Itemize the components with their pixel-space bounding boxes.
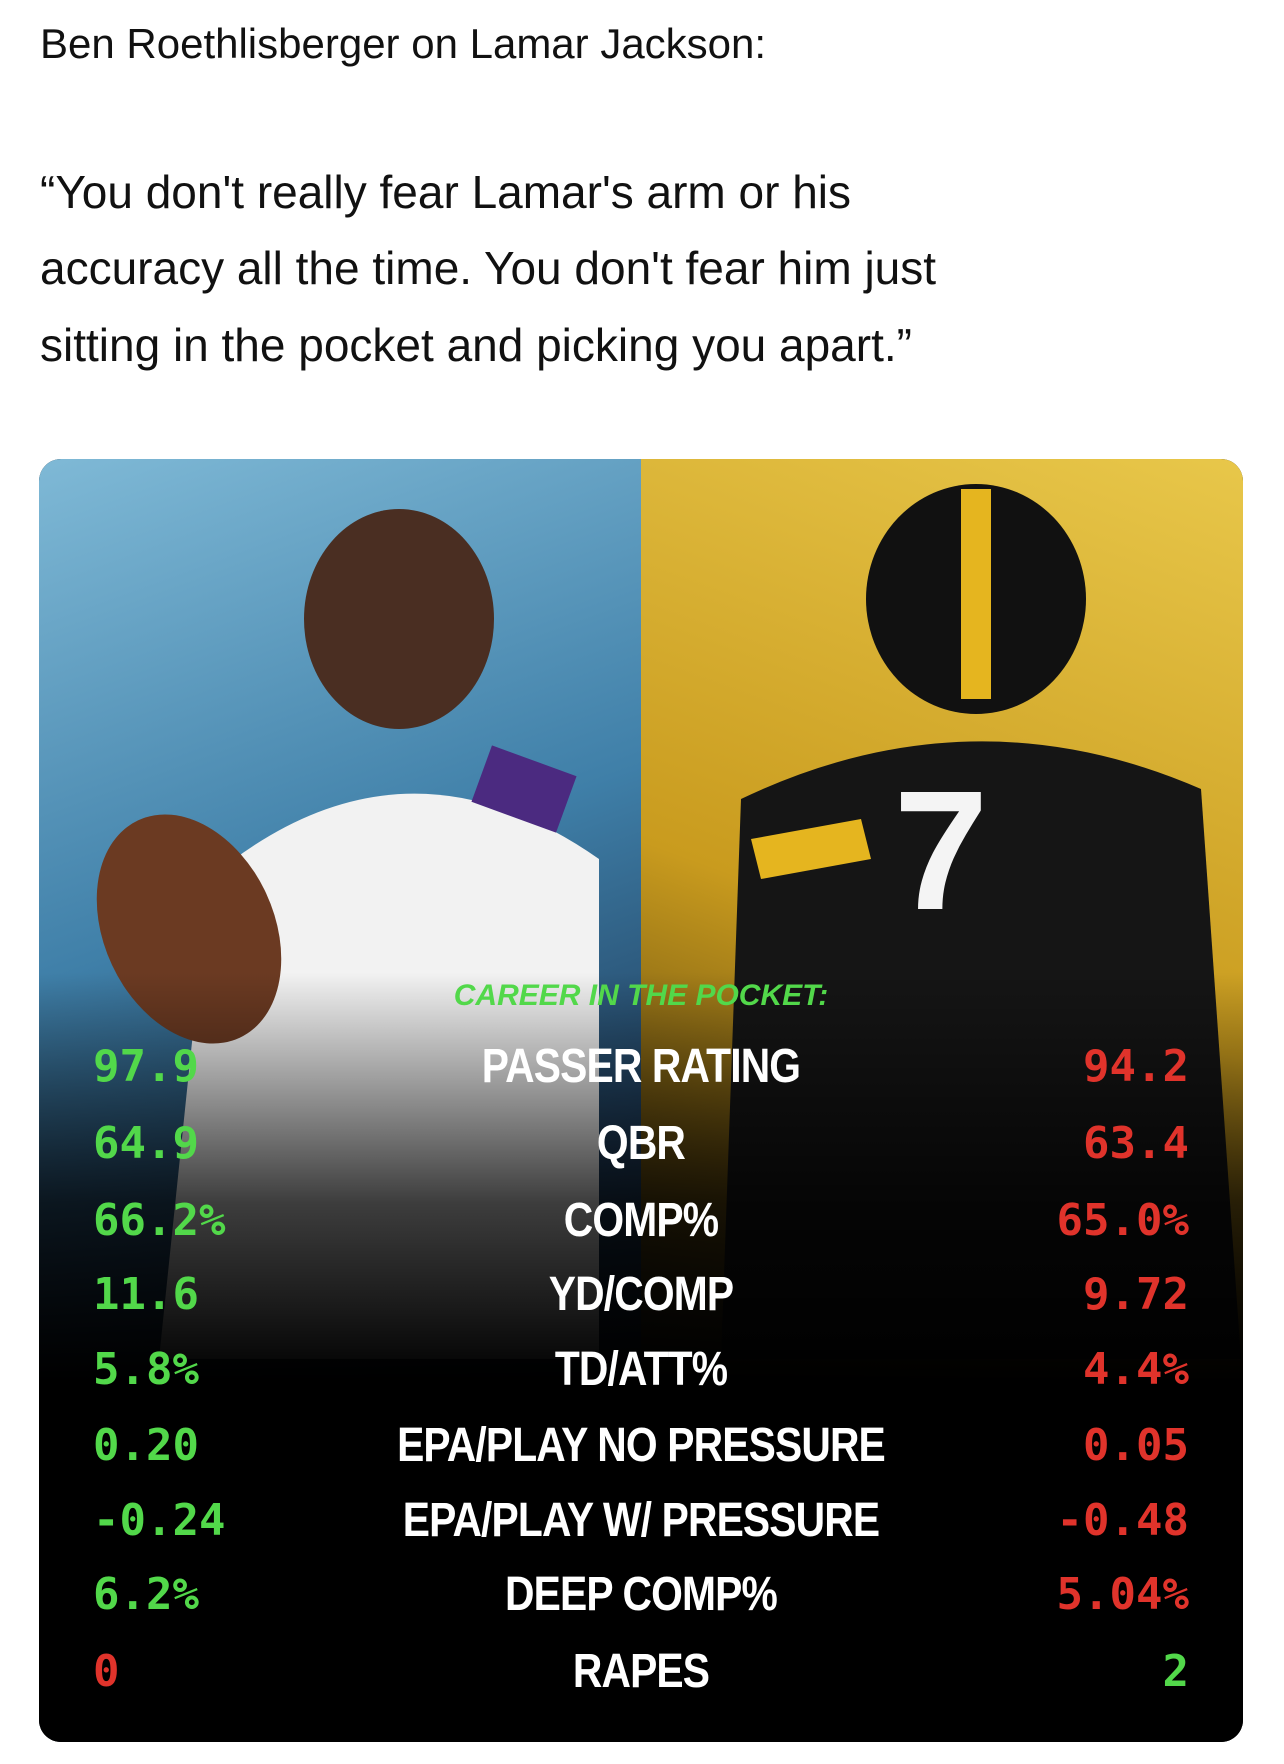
- ben-value: 4.4%: [1083, 1344, 1189, 1395]
- ben-value: -0.48: [1056, 1495, 1189, 1546]
- stat-row: 0 RAPES 2: [39, 1637, 1243, 1707]
- lamar-value: 0: [93, 1646, 120, 1697]
- stat-label: QBR: [596, 1117, 686, 1170]
- ben-value: 0.05: [1083, 1420, 1189, 1471]
- lamar-value: -0.24: [93, 1495, 226, 1546]
- stat-row: 66.2% COMP% 65.0%: [39, 1186, 1243, 1256]
- stat-label: RAPES: [572, 1645, 710, 1698]
- ben-value: 94.2: [1083, 1041, 1189, 1092]
- ben-value: 5.04%: [1056, 1569, 1189, 1620]
- ben-value: 65.0%: [1056, 1195, 1189, 1246]
- stat-label: EPA/PLAY NO PRESSURE: [397, 1419, 886, 1472]
- stat-label: PASSER RATING: [481, 1040, 801, 1093]
- lamar-value: 11.6: [93, 1269, 199, 1320]
- subtitle: CAREER IN THE POCKET:: [453, 979, 829, 1012]
- quote-line: accuracy all the time. You don't fear hi…: [40, 242, 937, 294]
- stat-row: 11.6 YD/COMP 9.72: [39, 1260, 1243, 1330]
- lamar-value: 0.20: [93, 1420, 199, 1471]
- post-heading: Ben Roethlisberger on Lamar Jackson:: [40, 20, 767, 67]
- ben-value: 9.72: [1083, 1269, 1189, 1320]
- lamar-value: 6.2%: [93, 1569, 199, 1620]
- lamar-value: 5.8%: [93, 1344, 199, 1395]
- gradient-overlay: [39, 459, 1243, 1742]
- lamar-value: 97.9: [93, 1041, 199, 1092]
- stat-row: 0.20 EPA/PLAY NO PRESSURE 0.05: [39, 1411, 1243, 1481]
- quote-line: sitting in the pocket and picking you ap…: [40, 319, 912, 371]
- stat-label: COMP%: [563, 1194, 719, 1247]
- quote-line: “You don't really fear Lamar's arm or hi…: [40, 166, 851, 218]
- stat-label: TD/ATT%: [554, 1343, 728, 1396]
- stat-row: 64.9 QBR 63.4: [39, 1109, 1243, 1179]
- ben-value: 2: [1162, 1646, 1190, 1697]
- ben-value: 63.4: [1083, 1118, 1189, 1169]
- stat-row: -0.24 EPA/PLAY W/ PRESSURE -0.48: [39, 1486, 1243, 1556]
- stat-label: EPA/PLAY W/ PRESSURE: [402, 1494, 880, 1547]
- stat-row: 97.9 PASSER RATING 94.2: [39, 1032, 1243, 1102]
- stat-label: DEEP COMP%: [505, 1568, 778, 1621]
- lamar-value: 66.2%: [93, 1195, 226, 1246]
- stat-row: 5.8% TD/ATT% 4.4%: [39, 1335, 1243, 1405]
- lamar-value: 64.9: [93, 1118, 199, 1169]
- stat-row: 6.2% DEEP COMP% 5.04%: [39, 1560, 1243, 1630]
- stat-label: YD/COMP: [548, 1268, 734, 1321]
